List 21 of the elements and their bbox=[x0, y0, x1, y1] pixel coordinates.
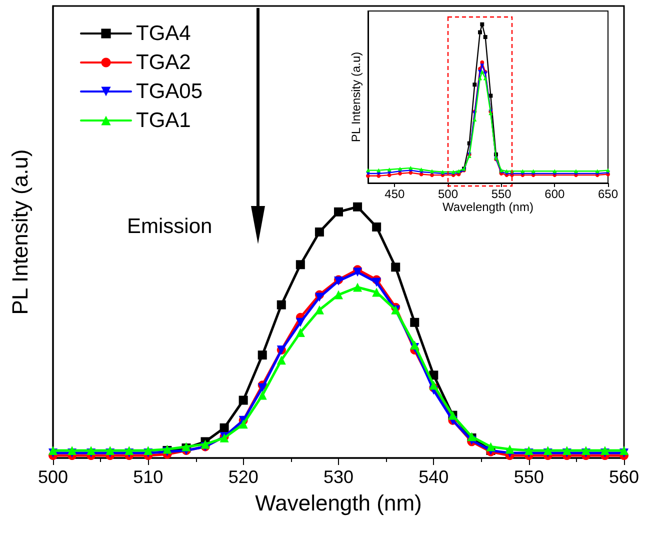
x-tick-label: 540 bbox=[418, 467, 449, 487]
x-tick-label: 650 bbox=[598, 187, 618, 201]
legend-label: TGA2 bbox=[136, 51, 191, 74]
x-axis-title: Wavelength (nm) bbox=[255, 490, 422, 516]
x-tick-label: 530 bbox=[323, 467, 354, 487]
x-axis-title: Wavelength (nm) bbox=[442, 200, 534, 214]
x-tick-label: 500 bbox=[38, 467, 68, 487]
x-tick-label: 450 bbox=[384, 187, 405, 201]
y-axis-title: PL Intensity (a.u) bbox=[8, 149, 32, 315]
x-tick-label: 550 bbox=[514, 467, 544, 487]
y-axis-title: PL Intensity (a.u) bbox=[349, 52, 363, 142]
legend-label: TGA1 bbox=[136, 109, 191, 132]
annotation: Emission bbox=[127, 215, 212, 238]
x-tick-label: 560 bbox=[608, 467, 640, 487]
legend-label: TGA05 bbox=[136, 80, 203, 103]
x-tick-label: 520 bbox=[228, 467, 258, 487]
x-tick-label: 510 bbox=[133, 467, 164, 487]
x-tick-label: 550 bbox=[491, 187, 512, 201]
x-tick-label: 500 bbox=[438, 187, 458, 201]
legend-label: TGA4 bbox=[136, 22, 192, 45]
x-tick-label: 600 bbox=[544, 187, 565, 201]
